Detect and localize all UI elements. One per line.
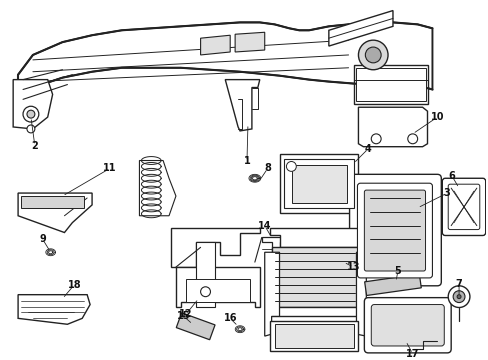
- Text: 15: 15: [177, 311, 190, 321]
- FancyBboxPatch shape: [349, 174, 440, 286]
- Polygon shape: [235, 32, 264, 52]
- Text: 12: 12: [179, 309, 192, 319]
- Text: 2: 2: [31, 141, 38, 151]
- Text: 14: 14: [258, 221, 271, 231]
- Text: 11: 11: [103, 163, 116, 174]
- Text: 9: 9: [40, 234, 46, 244]
- FancyBboxPatch shape: [357, 183, 431, 278]
- Text: 1: 1: [243, 157, 250, 166]
- Polygon shape: [356, 252, 366, 336]
- Polygon shape: [358, 107, 427, 147]
- Polygon shape: [18, 295, 90, 324]
- Circle shape: [27, 125, 35, 133]
- Polygon shape: [271, 247, 358, 306]
- Text: 17: 17: [405, 349, 419, 359]
- Circle shape: [200, 287, 210, 297]
- Text: 13: 13: [346, 262, 360, 272]
- Circle shape: [370, 134, 380, 144]
- Text: 18: 18: [67, 280, 81, 290]
- Text: 8: 8: [264, 163, 270, 174]
- Text: 5: 5: [394, 266, 401, 276]
- Polygon shape: [171, 228, 259, 267]
- Polygon shape: [269, 321, 358, 351]
- Polygon shape: [195, 242, 215, 306]
- Text: 16: 16: [223, 313, 237, 323]
- FancyBboxPatch shape: [441, 178, 485, 235]
- Polygon shape: [269, 228, 363, 247]
- FancyBboxPatch shape: [447, 184, 479, 230]
- Polygon shape: [264, 252, 279, 336]
- Circle shape: [27, 110, 35, 118]
- Circle shape: [286, 162, 296, 171]
- FancyBboxPatch shape: [370, 305, 444, 346]
- Circle shape: [447, 286, 469, 307]
- Polygon shape: [176, 313, 215, 340]
- Polygon shape: [18, 22, 431, 104]
- FancyBboxPatch shape: [364, 190, 425, 271]
- Polygon shape: [200, 35, 230, 55]
- Circle shape: [23, 106, 39, 122]
- Polygon shape: [328, 10, 392, 46]
- Polygon shape: [185, 279, 249, 302]
- Polygon shape: [284, 158, 353, 208]
- Polygon shape: [356, 68, 425, 101]
- Circle shape: [452, 291, 464, 302]
- Polygon shape: [21, 196, 84, 208]
- FancyBboxPatch shape: [364, 298, 450, 353]
- Circle shape: [407, 134, 417, 144]
- Polygon shape: [261, 238, 289, 259]
- Polygon shape: [18, 193, 92, 233]
- Polygon shape: [13, 80, 53, 129]
- Polygon shape: [176, 267, 259, 306]
- Circle shape: [365, 47, 380, 63]
- Polygon shape: [274, 324, 353, 348]
- Polygon shape: [292, 166, 346, 203]
- Polygon shape: [364, 274, 421, 296]
- Text: 6: 6: [448, 171, 455, 181]
- Circle shape: [456, 295, 460, 299]
- Polygon shape: [279, 154, 358, 213]
- Circle shape: [358, 40, 387, 70]
- Text: 7: 7: [455, 279, 462, 289]
- Polygon shape: [269, 306, 363, 316]
- Polygon shape: [225, 80, 259, 131]
- Polygon shape: [353, 65, 427, 104]
- Text: 10: 10: [430, 112, 443, 122]
- Polygon shape: [139, 161, 176, 216]
- Text: 3: 3: [443, 188, 449, 198]
- Text: 4: 4: [364, 144, 371, 154]
